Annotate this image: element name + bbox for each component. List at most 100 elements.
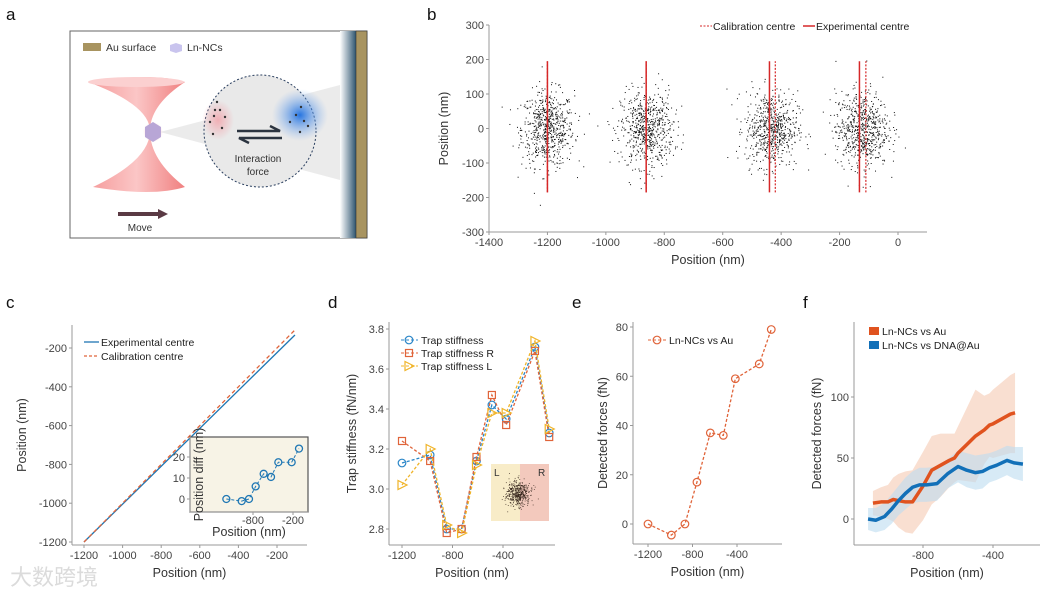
- scatter-point: [793, 123, 795, 125]
- inset-point: [518, 485, 520, 486]
- scatter-point: [783, 142, 785, 144]
- scatter-point: [871, 111, 873, 113]
- scatter-point: [656, 159, 658, 161]
- scatter-point: [576, 177, 578, 179]
- scatter-point: [544, 116, 546, 118]
- scatter-point: [857, 129, 859, 131]
- inset-point: [518, 475, 520, 477]
- scatter-point: [657, 146, 659, 148]
- scatter-point: [552, 115, 554, 117]
- scatter-point: [651, 175, 653, 177]
- scatter-point: [526, 143, 528, 145]
- scatter-point: [650, 110, 652, 112]
- scatter-point: [856, 105, 858, 107]
- inset-point: [516, 504, 517, 506]
- scatter-point: [866, 164, 868, 166]
- scatter-point: [666, 97, 668, 99]
- scatter-point: [526, 133, 528, 135]
- scatter-point: [531, 87, 533, 89]
- scatter-point: [568, 134, 570, 136]
- legend-label: Ln-NCs vs Au: [669, 335, 733, 347]
- scatter-point: [778, 132, 780, 134]
- scatter-point: [561, 135, 563, 137]
- scatter-point: [870, 140, 872, 142]
- inset-point: [520, 496, 522, 498]
- data-point-square: [545, 432, 554, 442]
- scatter-point: [847, 145, 849, 147]
- scatter-point: [868, 134, 870, 136]
- scatter-point: [562, 145, 564, 147]
- inset-point: [509, 489, 511, 491]
- scatter-point: [643, 170, 645, 172]
- inset-point: [511, 491, 513, 493]
- scatter-point: [551, 147, 553, 149]
- scatter-point: [766, 152, 768, 154]
- scatter-point: [670, 136, 672, 138]
- scatter-point: [658, 73, 660, 75]
- scatter-point: [773, 110, 775, 112]
- scatter-point: [650, 121, 652, 123]
- scatter-point: [636, 113, 638, 115]
- scatter-point: [778, 134, 780, 136]
- inset-point: [521, 485, 523, 486]
- scatter-point: [544, 88, 546, 90]
- scatter-point: [564, 103, 566, 105]
- scatter-point: [542, 133, 544, 135]
- scatter-point: [535, 149, 537, 151]
- scatter-point: [838, 104, 840, 106]
- scatter-point: [641, 116, 643, 118]
- scatter-point: [798, 128, 800, 130]
- scatter-point: [643, 155, 645, 157]
- scatter-point: [542, 104, 544, 106]
- scatter-point: [538, 91, 540, 93]
- scatter-point: [658, 119, 660, 121]
- scatter-point: [792, 110, 794, 112]
- scatter-point: [551, 102, 553, 104]
- scatter-point: [637, 108, 639, 110]
- scatter-point: [853, 137, 855, 139]
- scatter-point: [634, 110, 636, 112]
- scatter-point: [779, 140, 781, 142]
- inset-point: [519, 497, 520, 499]
- scatter-point: [567, 112, 569, 114]
- scatter-point: [550, 124, 552, 126]
- scatter-point: [644, 116, 646, 118]
- scatter-point: [752, 154, 754, 156]
- inset-point: [517, 501, 519, 503]
- scatter-point: [559, 140, 561, 142]
- x-tick-label: -400: [492, 550, 514, 562]
- scatter-point: [770, 127, 772, 129]
- inset-point: [516, 499, 517, 501]
- scatter-point: [560, 114, 562, 116]
- scatter-point: [550, 103, 552, 105]
- scatter-point: [839, 137, 841, 139]
- scatter-point: [854, 152, 856, 154]
- scatter-point: [872, 140, 874, 142]
- inset-point: [512, 490, 514, 492]
- scatter-point: [784, 117, 786, 119]
- scatter-point: [856, 144, 858, 146]
- scatter-point: [658, 121, 660, 123]
- scatter-point: [529, 123, 531, 125]
- scatter-point: [655, 121, 657, 123]
- inset-point: [509, 493, 511, 495]
- inset-point: [527, 486, 529, 488]
- scatter-point: [501, 106, 503, 108]
- scatter-point: [872, 154, 874, 156]
- scatter-point: [772, 102, 774, 104]
- scatter-point: [672, 121, 674, 123]
- scatter-point: [751, 120, 753, 122]
- scatter-point: [756, 160, 758, 162]
- inset-point: [521, 488, 523, 490]
- scatter-point: [569, 122, 571, 124]
- scatter-point: [551, 112, 553, 114]
- scatter-point: [736, 118, 738, 120]
- scatter-point: [759, 140, 761, 142]
- scatter-point: [545, 152, 547, 154]
- scatter-point: [761, 136, 763, 138]
- scatter-point: [640, 170, 642, 172]
- scatter-point: [747, 106, 749, 108]
- scatter-point: [883, 118, 885, 120]
- scatter-point: [548, 125, 550, 127]
- scatter-point: [673, 129, 675, 131]
